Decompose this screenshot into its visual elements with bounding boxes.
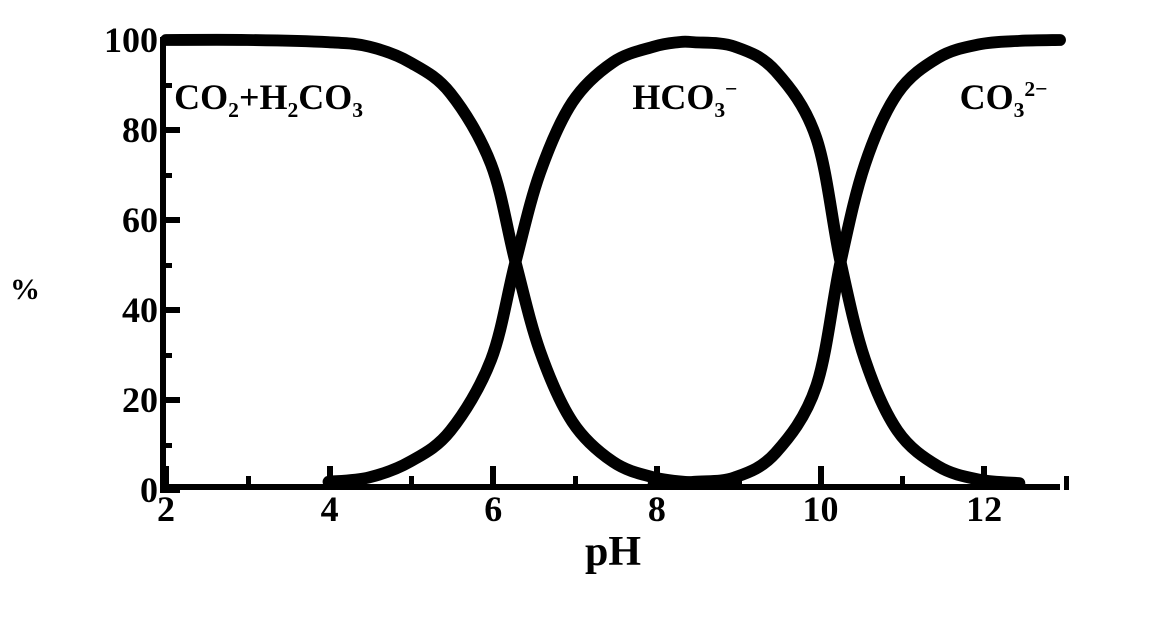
y-tick-minor <box>160 443 172 448</box>
x-tick-minor <box>573 476 578 490</box>
x-tick-minor <box>900 476 905 490</box>
x-tick-major <box>163 466 169 490</box>
x-tick-minor <box>409 476 414 490</box>
x-tick-label: 12 <box>966 488 1002 530</box>
y-tick-major <box>160 37 180 43</box>
series-label: CO32− <box>960 76 1048 123</box>
y-tick-major <box>160 217 180 223</box>
x-tick-minor <box>737 476 742 490</box>
x-tick-label: 2 <box>157 488 175 530</box>
y-tick-major <box>160 307 180 313</box>
x-tick-major <box>981 466 987 490</box>
x-tick-label: 8 <box>648 488 666 530</box>
y-tick-minor <box>160 83 172 88</box>
series-label: CO2+H2CO3 <box>174 76 363 123</box>
y-axis-label: % <box>10 273 40 307</box>
x-tick-major <box>818 466 824 490</box>
x-tick-major <box>490 466 496 490</box>
y-tick-label: 100 <box>104 19 158 61</box>
y-tick-label: 40 <box>122 289 158 331</box>
y-tick-minor <box>160 353 172 358</box>
x-tick-major <box>654 466 660 490</box>
chart-container: pH 02040608010024681012CO2+H2CO3HCO3−CO3… <box>100 20 1090 560</box>
x-tick-label: 4 <box>321 488 339 530</box>
plot-area: pH 02040608010024681012CO2+H2CO3HCO3−CO3… <box>160 40 1060 490</box>
y-tick-label: 80 <box>122 109 158 151</box>
y-tick-major <box>160 397 180 403</box>
y-tick-minor <box>160 263 172 268</box>
y-tick-minor <box>160 173 172 178</box>
x-tick-label: 6 <box>484 488 502 530</box>
y-tick-label: 60 <box>122 199 158 241</box>
series-label: HCO3− <box>632 76 737 123</box>
y-tick-label: 0 <box>140 469 158 511</box>
x-tick-minor <box>246 476 251 490</box>
x-tick-minor <box>1064 476 1069 490</box>
y-tick-major <box>160 127 180 133</box>
x-tick-label: 10 <box>803 488 839 530</box>
y-tick-label: 20 <box>122 379 158 421</box>
x-tick-major <box>327 466 333 490</box>
x-axis-label: pH <box>585 528 641 576</box>
